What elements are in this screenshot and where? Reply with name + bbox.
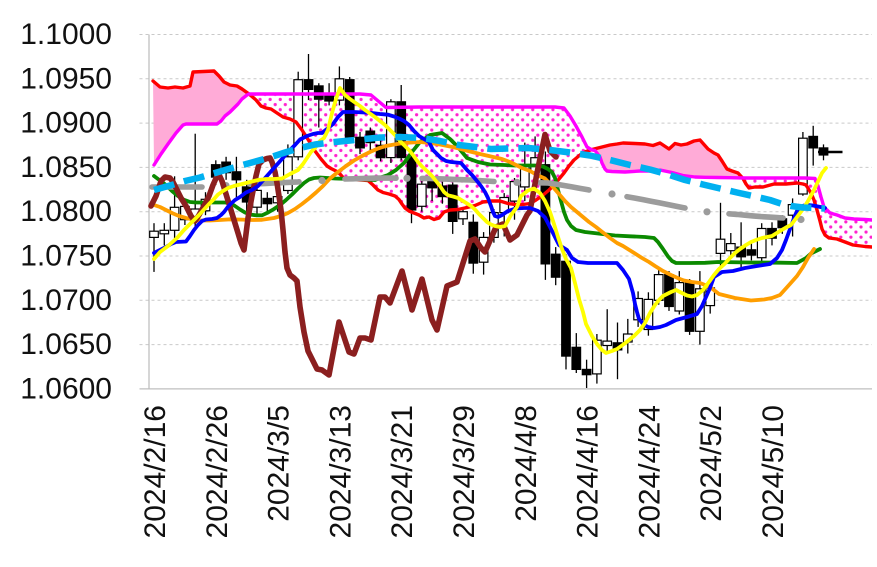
svg-text:2024/4/16: 2024/4/16	[572, 405, 605, 538]
svg-text:2024/3/5: 2024/3/5	[263, 405, 296, 522]
svg-text:2024/2/26: 2024/2/26	[201, 405, 234, 538]
svg-text:2024/3/29: 2024/3/29	[448, 405, 481, 538]
svg-text:2024/3/13: 2024/3/13	[324, 405, 357, 538]
svg-text:2024/3/21: 2024/3/21	[386, 405, 419, 538]
svg-text:1.0850: 1.0850	[20, 151, 112, 184]
svg-text:2024/5/10: 2024/5/10	[757, 405, 790, 538]
svg-text:1.1000: 1.1000	[20, 18, 112, 51]
svg-text:1.0800: 1.0800	[20, 195, 112, 228]
svg-text:2024/5/2: 2024/5/2	[695, 405, 728, 522]
svg-text:2024/2/16: 2024/2/16	[139, 405, 172, 538]
svg-text:1.0600: 1.0600	[20, 372, 112, 405]
svg-text:2024/4/8: 2024/4/8	[510, 405, 543, 522]
svg-text:1.0700: 1.0700	[20, 284, 112, 317]
svg-text:1.0900: 1.0900	[20, 107, 112, 140]
svg-text:1.0750: 1.0750	[20, 240, 112, 273]
svg-text:2024/4/24: 2024/4/24	[633, 405, 666, 538]
svg-text:1.0650: 1.0650	[20, 328, 112, 361]
svg-text:1.0950: 1.0950	[20, 62, 112, 95]
